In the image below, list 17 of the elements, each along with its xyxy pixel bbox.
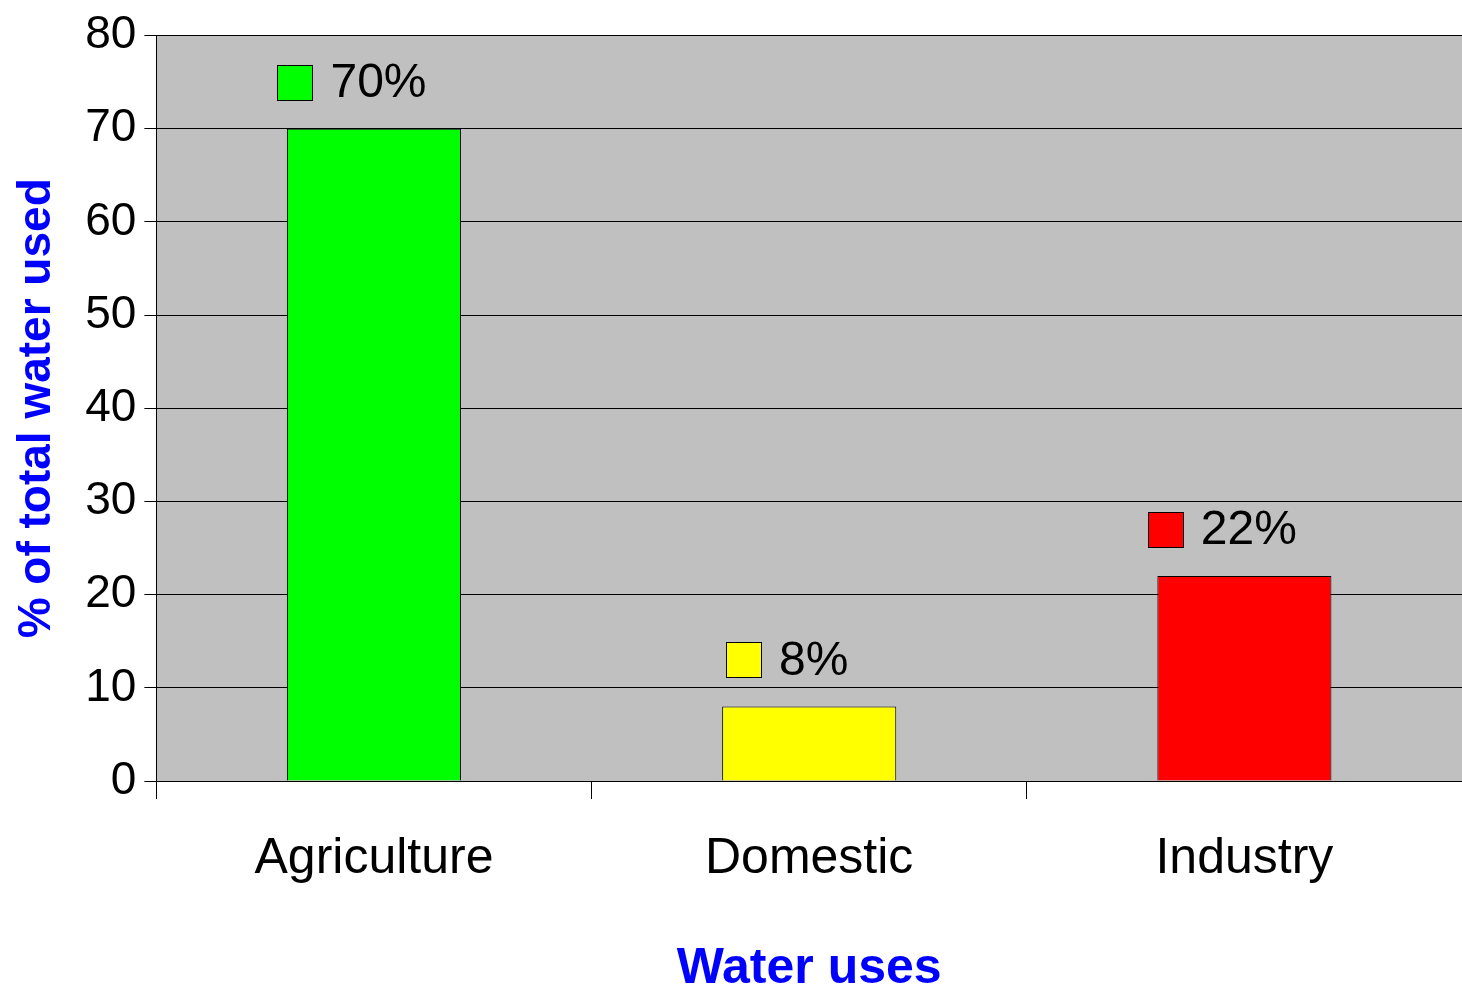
y-tick-label: 80 <box>85 6 137 59</box>
data-label: 8% <box>779 631 849 685</box>
y-axis-title: % of total water used <box>8 178 61 639</box>
y-tick-label: 0 <box>110 751 137 804</box>
x-tick-label: Domestic <box>705 827 914 884</box>
y-tick-label: 20 <box>85 565 137 618</box>
data-label: 70% <box>330 54 427 108</box>
y-tick-label: 60 <box>85 192 137 245</box>
y-tick-label: 30 <box>85 472 137 525</box>
y-tick-label: 10 <box>85 658 137 711</box>
y-tick-label: 40 <box>85 378 137 431</box>
y-tick-label: 50 <box>85 285 137 338</box>
y-tick-label: 70 <box>85 99 137 152</box>
x-tick-label: Agriculture <box>254 827 494 884</box>
x-axis-title: Water uses <box>676 937 942 994</box>
data-label: 22% <box>1200 501 1297 555</box>
x-tick-label: Industry <box>1155 827 1334 884</box>
